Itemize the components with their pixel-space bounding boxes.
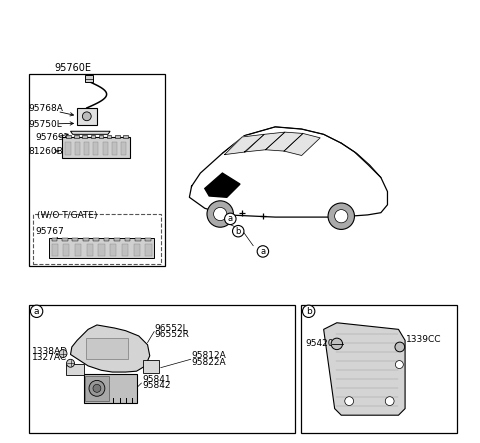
Bar (48, 238, 154, 257)
Bar (122, 244, 128, 256)
Text: b: b (236, 227, 241, 236)
Bar (301, 305, 457, 433)
Text: 95842: 95842 (142, 381, 171, 390)
Circle shape (83, 112, 91, 120)
Bar (91, 135, 95, 138)
Bar (85, 376, 109, 401)
Bar (123, 135, 128, 138)
Bar (110, 244, 116, 256)
Circle shape (30, 305, 43, 318)
Circle shape (207, 201, 233, 227)
Bar (66, 364, 84, 375)
Bar (98, 244, 105, 256)
Text: 95750L: 95750L (29, 120, 62, 129)
Bar (133, 244, 140, 256)
Bar (74, 142, 80, 155)
Circle shape (214, 207, 227, 221)
Bar (145, 244, 152, 256)
Polygon shape (205, 173, 240, 197)
Text: 96552R: 96552R (154, 330, 189, 339)
Bar (104, 238, 109, 241)
Polygon shape (71, 131, 110, 134)
Text: 81260B: 81260B (29, 147, 63, 155)
Text: (W/O T/GATE): (W/O T/GATE) (36, 211, 97, 220)
Bar (29, 74, 165, 265)
Circle shape (89, 381, 105, 396)
Text: 96552L: 96552L (154, 323, 188, 333)
Text: 95768A: 95768A (29, 104, 63, 113)
Bar (51, 238, 57, 241)
Polygon shape (190, 127, 387, 217)
Text: 95812A: 95812A (192, 351, 227, 360)
Bar (85, 75, 93, 82)
Bar (135, 238, 141, 241)
Bar (77, 108, 97, 124)
Circle shape (257, 246, 269, 257)
Bar (72, 238, 78, 241)
Bar (66, 135, 71, 138)
Circle shape (395, 342, 405, 352)
Text: 95420F: 95420F (305, 339, 339, 348)
Bar (62, 136, 130, 158)
Text: a: a (260, 247, 265, 256)
Text: 1327AC: 1327AC (32, 354, 67, 362)
Circle shape (396, 361, 403, 369)
Circle shape (225, 213, 236, 225)
Bar (145, 238, 151, 241)
Bar (84, 374, 136, 403)
Bar (33, 214, 161, 264)
Text: 95841: 95841 (142, 375, 171, 384)
Bar (143, 360, 158, 373)
Bar (99, 135, 103, 138)
Polygon shape (284, 133, 320, 155)
Bar (87, 244, 93, 256)
Circle shape (67, 359, 74, 367)
Circle shape (59, 350, 67, 358)
Circle shape (232, 225, 244, 237)
Circle shape (302, 305, 315, 318)
Circle shape (331, 338, 343, 350)
Circle shape (328, 203, 354, 229)
Bar (93, 238, 99, 241)
Circle shape (345, 397, 354, 405)
Text: b: b (306, 307, 312, 316)
Text: 95822A: 95822A (192, 358, 226, 367)
Bar (93, 142, 98, 155)
Bar (124, 238, 130, 241)
Bar (115, 135, 120, 138)
Bar (86, 338, 128, 359)
Text: a: a (34, 307, 39, 316)
Bar (112, 142, 117, 155)
Polygon shape (265, 132, 303, 151)
Bar (75, 244, 81, 256)
Bar (63, 244, 70, 256)
Bar (29, 305, 295, 433)
Text: 1338AD: 1338AD (32, 347, 68, 356)
Text: 1339CC: 1339CC (406, 335, 441, 344)
Bar (83, 135, 87, 138)
Text: 95760E: 95760E (54, 63, 91, 73)
Text: 95769: 95769 (36, 133, 64, 142)
Polygon shape (225, 134, 264, 155)
Bar (83, 238, 89, 241)
Polygon shape (71, 325, 150, 372)
Bar (84, 142, 89, 155)
Bar (114, 238, 120, 241)
Bar (74, 135, 79, 138)
Polygon shape (324, 323, 405, 415)
Bar (62, 238, 68, 241)
Polygon shape (244, 132, 285, 152)
Bar (51, 244, 58, 256)
Circle shape (335, 210, 348, 223)
Bar (107, 135, 111, 138)
Bar (103, 142, 108, 155)
Bar (65, 142, 71, 155)
Circle shape (93, 385, 101, 392)
Text: a: a (228, 214, 233, 223)
Circle shape (385, 397, 394, 405)
Text: 95767: 95767 (36, 227, 64, 236)
Bar (121, 142, 126, 155)
